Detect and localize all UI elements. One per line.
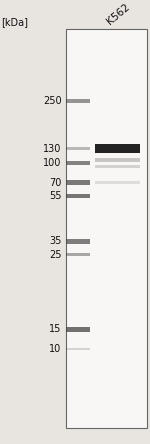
Bar — [66, 194, 90, 198]
Bar — [66, 253, 90, 256]
Bar — [94, 165, 140, 168]
Text: 15: 15 — [49, 325, 62, 334]
Bar — [66, 147, 90, 151]
Text: 10: 10 — [49, 344, 62, 353]
Bar — [94, 159, 140, 162]
Text: 130: 130 — [43, 144, 62, 154]
Bar — [66, 180, 90, 185]
Bar — [66, 327, 90, 332]
Bar — [94, 144, 140, 153]
Bar — [66, 99, 90, 103]
Text: 100: 100 — [43, 158, 62, 168]
Text: 25: 25 — [49, 250, 62, 260]
Text: 35: 35 — [49, 237, 62, 246]
Bar — [66, 161, 90, 165]
Text: [kDa]: [kDa] — [2, 16, 28, 27]
Text: K562: K562 — [105, 2, 131, 27]
Bar — [94, 181, 140, 184]
Bar — [66, 348, 90, 349]
Bar — [66, 29, 147, 428]
Bar — [66, 239, 90, 244]
Text: 70: 70 — [49, 178, 62, 188]
Text: 55: 55 — [49, 191, 62, 201]
Text: 250: 250 — [43, 96, 62, 106]
